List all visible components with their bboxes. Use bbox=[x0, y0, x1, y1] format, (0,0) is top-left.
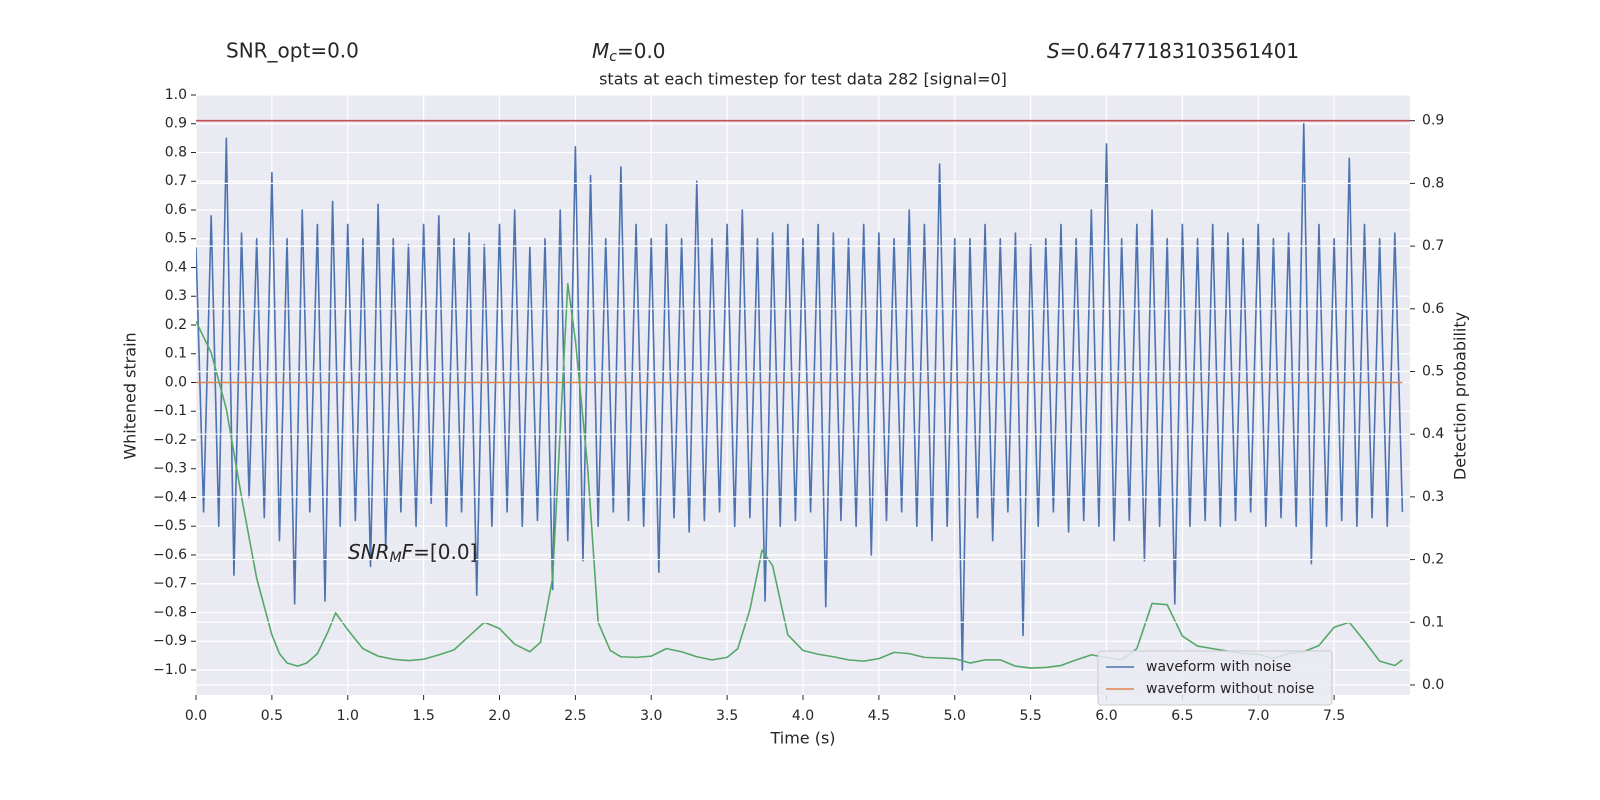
y2-tick-label: 0.0 bbox=[1422, 677, 1444, 693]
s-annotation: S=0.6477183103561401 bbox=[1047, 39, 1299, 63]
y2-tick-label: 0.5 bbox=[1422, 363, 1444, 379]
y-tick-label: 0.5 bbox=[165, 231, 187, 247]
marks bbox=[196, 119, 1410, 686]
snr-opt: SNR_opt=0.0 bbox=[226, 39, 359, 63]
y-tick-label: −0.1 bbox=[153, 403, 187, 419]
y-tick-label: 0.2 bbox=[165, 317, 187, 333]
y-tick-label: 0.3 bbox=[165, 288, 187, 304]
y2-tick-label: 0.7 bbox=[1422, 238, 1444, 254]
x-tick-label: 4.5 bbox=[868, 708, 890, 724]
x-tick-label: 1.0 bbox=[337, 708, 359, 724]
x-axis-label: Time (s) bbox=[769, 729, 835, 748]
symbol: S bbox=[1047, 39, 1060, 63]
value: =[0.0] bbox=[413, 540, 477, 564]
snr-mf-annotation: SNRMF=[0.0] bbox=[348, 540, 477, 567]
y-axis-label: Whitened strain bbox=[121, 332, 140, 459]
x-tick-label: 1.5 bbox=[412, 708, 434, 724]
y-tick-label: −0.6 bbox=[153, 547, 187, 563]
chart-title: stats at each timestep for test data 282… bbox=[599, 70, 1007, 89]
symbol: SNR bbox=[348, 540, 390, 564]
y2-tick-label: 0.4 bbox=[1422, 426, 1444, 442]
y-tick-label: −0.3 bbox=[153, 461, 187, 477]
x-tick-label: 4.0 bbox=[792, 708, 814, 724]
x-tick-label: 3.0 bbox=[640, 708, 662, 724]
y-tick-label: 0.7 bbox=[165, 173, 187, 189]
symbol: F bbox=[402, 540, 414, 564]
x-tick-label: 6.5 bbox=[1171, 708, 1193, 724]
x-tick-label: 5.5 bbox=[1019, 708, 1041, 724]
y2-tick-label: 0.1 bbox=[1422, 614, 1444, 630]
x-tick-label: 7.5 bbox=[1323, 708, 1345, 724]
x-tick-label: 3.5 bbox=[716, 708, 738, 724]
x-tick-label: 0.0 bbox=[185, 708, 207, 724]
y2-tick-label: 0.6 bbox=[1422, 301, 1444, 317]
legend-label: waveform with noise bbox=[1146, 659, 1291, 675]
legend: waveform with noise waveform without nois… bbox=[1097, 650, 1333, 706]
y-tick-label: 1.0 bbox=[165, 87, 187, 103]
series-line bbox=[196, 282, 1403, 669]
mc-annotation: Mc=0.0 bbox=[592, 39, 666, 66]
y2-tick-label: 0.9 bbox=[1422, 113, 1444, 129]
y-tick-label: 0.1 bbox=[165, 346, 187, 362]
legend-box bbox=[1097, 650, 1333, 706]
y2-tick-label: 0.2 bbox=[1422, 552, 1444, 568]
y-tick-label: 0.4 bbox=[165, 259, 187, 275]
y2-tick-label: 0.3 bbox=[1422, 489, 1444, 505]
y-tick-label: 0.0 bbox=[165, 374, 187, 390]
value: =0.0 bbox=[617, 39, 666, 63]
symbol: M bbox=[592, 39, 609, 63]
y-tick-label: −0.9 bbox=[153, 633, 187, 649]
y2-axis-label: Detection probability bbox=[1451, 312, 1470, 480]
y-tick-label: −0.8 bbox=[153, 604, 187, 620]
x-tick-label: 7.0 bbox=[1247, 708, 1269, 724]
x-tick-label: 0.5 bbox=[261, 708, 283, 724]
subscript: c bbox=[609, 49, 617, 65]
y-tick-label: 0.8 bbox=[165, 144, 187, 160]
x-tick-label: 2.5 bbox=[564, 708, 586, 724]
x-tick-label: 5.0 bbox=[944, 708, 966, 724]
y-tick-label: 0.6 bbox=[165, 202, 187, 218]
x-tick-label: 2.0 bbox=[488, 708, 510, 724]
y-tick-label: −0.7 bbox=[153, 576, 187, 592]
y-tick-label: −1.0 bbox=[153, 662, 187, 678]
y-tick-label: −0.4 bbox=[153, 489, 187, 505]
subscript: M bbox=[390, 550, 402, 566]
value: =0.6477183103561401 bbox=[1060, 39, 1299, 63]
y-tick-label: −0.2 bbox=[153, 432, 187, 448]
x-tick-label: 6.0 bbox=[1095, 708, 1117, 724]
y-tick-label: −0.5 bbox=[153, 518, 187, 534]
legend-label: waveform without noise bbox=[1146, 681, 1314, 697]
series-line bbox=[196, 122, 1404, 671]
ticks: 0.0 0.5 1.0 1.5 2.0 2.5 3.0 3.5 4.0 4.5 5.0 5.5 6.0 6… bbox=[153, 87, 1444, 724]
y2-tick-label: 0.8 bbox=[1422, 175, 1444, 191]
y-tick-label: 0.9 bbox=[165, 116, 187, 132]
